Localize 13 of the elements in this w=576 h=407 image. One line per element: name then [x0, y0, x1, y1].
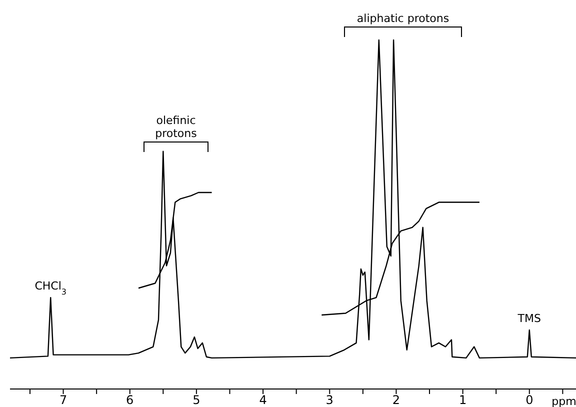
x-tick-label: 6	[126, 393, 134, 407]
text: aliphatic protons	[356, 12, 450, 25]
x-tick-label: 3	[326, 393, 334, 407]
annotation: CHCl$_{3}$	[34, 280, 67, 296]
x-tick-label: 4	[259, 393, 267, 407]
x-tick-label: 1	[458, 393, 467, 407]
x-tick-label: 7	[59, 393, 68, 407]
x-tick-label: 0	[526, 393, 534, 407]
annotation: TMS	[516, 312, 541, 326]
x-tick-label: 5	[192, 393, 200, 407]
x-tick-label: 2	[392, 393, 400, 407]
annotation: olefinic protons	[155, 114, 198, 140]
x-axis-title: ppm	[552, 395, 576, 407]
